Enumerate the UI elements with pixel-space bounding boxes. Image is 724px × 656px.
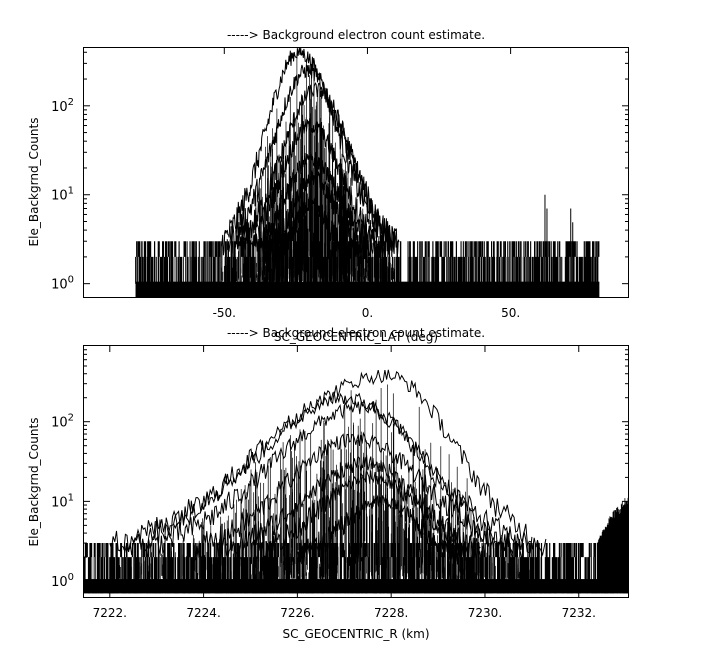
chart-panel-lat: -----> Background electron count estimat… — [27, 28, 629, 344]
y-tick-label: 100 — [51, 275, 74, 293]
count-series-line — [252, 152, 380, 266]
count-series-line — [235, 82, 400, 259]
count-series-line — [146, 400, 514, 558]
x-tick-label: 7222. — [93, 606, 127, 620]
count-series-spikes — [297, 505, 461, 582]
y-tick-label: 102 — [51, 97, 74, 115]
x-tick-label: -50. — [213, 306, 236, 320]
background-floor-band — [135, 281, 600, 297]
chart-panel-r: -----> Background electron count estimat… — [27, 326, 629, 641]
x-axis-ticks: -50. 0. 50. — [213, 48, 520, 320]
count-series-line — [220, 47, 391, 256]
plot-area — [83, 369, 629, 594]
x-axis-label: SC_GEOCENTRIC_LAT (deg) — [274, 330, 438, 344]
count-series-line — [275, 196, 351, 268]
count-series-line — [263, 171, 368, 264]
plot-frame — [83, 345, 629, 598]
count-series-line — [241, 118, 386, 262]
x-tick-label: 7232. — [562, 606, 596, 620]
y-tick-label: 101 — [51, 492, 74, 510]
count-series-line — [296, 494, 462, 565]
y-axis-ticks: 100 101 102 — [51, 349, 628, 590]
plot-area — [135, 47, 600, 297]
chart-title: -----> Background electron count estimat… — [227, 28, 485, 42]
count-series-line — [217, 454, 486, 562]
y-tick-label: 101 — [51, 186, 74, 204]
y-axis-ticks: 100 101 102 — [51, 51, 628, 293]
count-series-line — [250, 470, 481, 565]
count-series-spikes — [250, 485, 476, 581]
x-axis-ticks: 7222. 7224. 7226. 7228. 7230. 7232. — [93, 346, 596, 620]
y-tick-label: 102 — [51, 413, 74, 431]
background-floor-band — [84, 579, 628, 594]
edge-rise-trace — [597, 497, 629, 582]
count-series-line — [123, 391, 533, 556]
plot-frame — [83, 47, 629, 298]
x-tick-label: 7228. — [374, 606, 408, 620]
x-tick-label: 0. — [362, 306, 373, 320]
y-tick-label: 100 — [51, 572, 74, 590]
x-tick-label: 7226. — [280, 606, 314, 620]
chart-title: -----> Background electron count estimat… — [227, 326, 485, 340]
x-axis-label: SC_GEOCENTRIC_R (km) — [283, 627, 430, 641]
x-tick-label: 7224. — [186, 606, 220, 620]
x-tick-label: 50. — [501, 306, 520, 320]
count-series-line — [193, 431, 523, 562]
y-axis-label: Ele_Backgrnd_Counts — [27, 118, 41, 247]
x-tick-label: 7230. — [468, 606, 502, 620]
count-series-spikes — [276, 205, 348, 284]
y-axis-label: Ele_Backgrnd_Counts — [27, 418, 41, 547]
